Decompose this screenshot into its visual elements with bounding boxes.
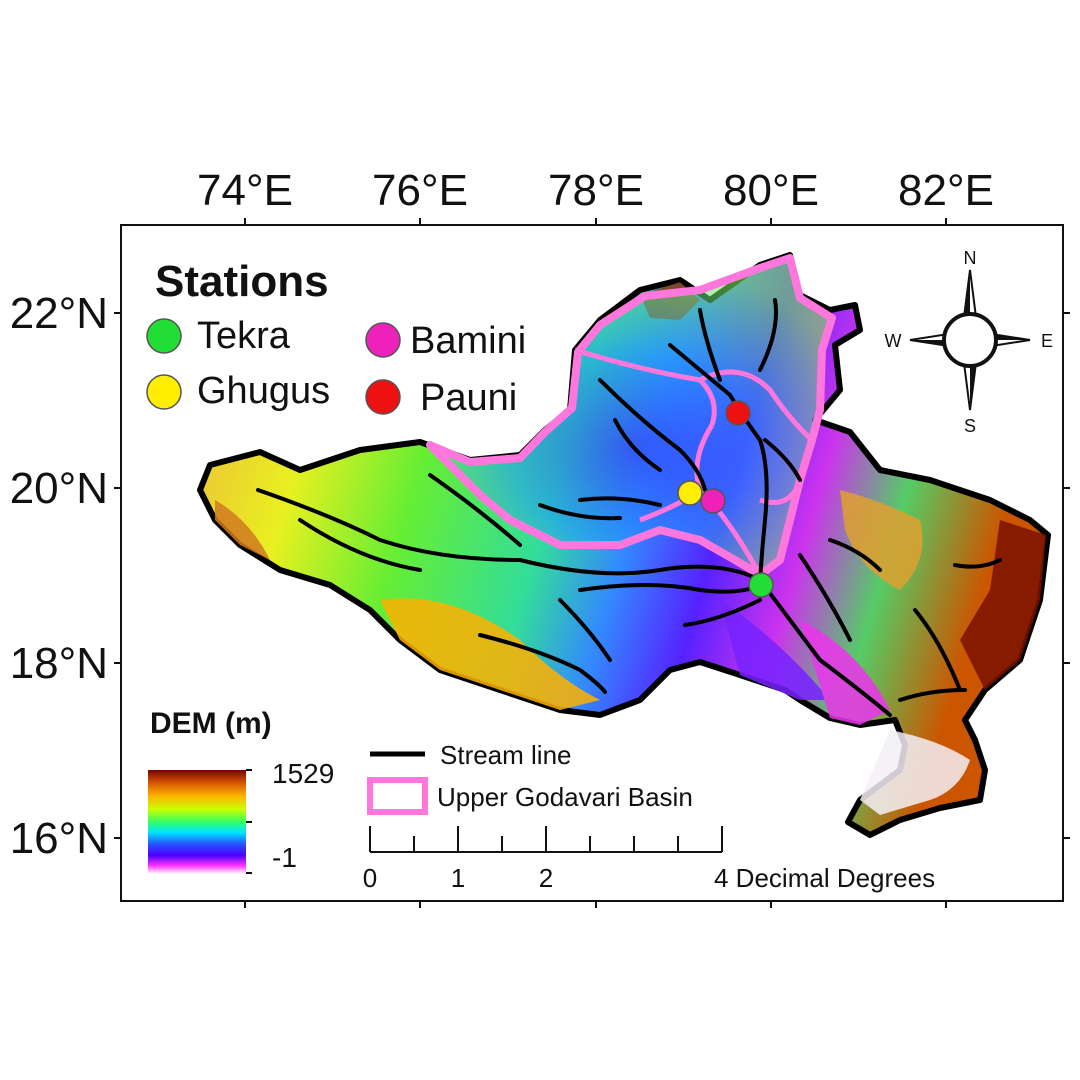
north-arrow-icon: N S W E xyxy=(885,248,1054,436)
station-tekra xyxy=(748,572,774,598)
dem-max-label: 1529 xyxy=(272,758,334,789)
legend-swatch-pauni xyxy=(365,379,401,415)
stations-legend-title: Stations xyxy=(155,257,329,306)
lon-tick-label: 74°E xyxy=(197,166,293,215)
stream-line-label: Stream line xyxy=(440,740,572,770)
lon-tick-label: 82°E xyxy=(898,166,994,215)
stations-legend: Stations Tekra Ghugus Bamini Pauni xyxy=(146,257,526,419)
legend-swatch-ghugus xyxy=(146,374,182,410)
basin-label: Upper Godavari Basin xyxy=(437,782,693,812)
lon-tick-label: 78°E xyxy=(548,166,644,215)
latitude-ticks: 22°N 20°N 18°N 16°N xyxy=(10,289,1070,863)
dem-legend: DEM (m) 1529 -1 xyxy=(148,707,334,874)
scale-label-end: 4 Decimal Degrees xyxy=(714,863,935,893)
stream-network xyxy=(256,298,1002,717)
legend-swatch-bamini xyxy=(365,322,401,358)
station-ghugus xyxy=(677,480,703,506)
layers-legend: Stream line Upper Godavari Basin xyxy=(367,740,693,815)
dem-color-ramp xyxy=(148,770,246,874)
scale-bar: 0 1 2 4 Decimal Degrees xyxy=(363,826,935,893)
legend-label-pauni: Pauni xyxy=(420,377,517,419)
lon-tick-label: 80°E xyxy=(723,166,819,215)
compass-west-label: W xyxy=(885,331,902,351)
lat-tick-label: 18°N xyxy=(10,639,108,688)
dem-min-label: -1 xyxy=(272,842,297,873)
lat-tick-label: 22°N xyxy=(10,289,108,338)
legend-label-tekra: Tekra xyxy=(197,315,291,357)
compass-east-label: E xyxy=(1041,331,1053,351)
compass-south-label: S xyxy=(964,416,976,436)
compass-north-label: N xyxy=(964,248,977,268)
lat-tick-label: 20°N xyxy=(10,464,108,513)
subbasin-boundaries xyxy=(574,347,814,577)
station-pauni xyxy=(725,400,751,426)
scale-label-2: 2 xyxy=(539,863,553,893)
upper-godavari-basin-outline xyxy=(426,254,836,579)
lat-tick-label: 16°N xyxy=(10,814,108,863)
lon-tick-label: 76°E xyxy=(372,166,468,215)
legend-label-bamini: Bamini xyxy=(410,320,526,362)
longitude-ticks: 74°E 76°E 78°E 80°E 82°E xyxy=(197,166,994,908)
legend-label-ghugus: Ghugus xyxy=(197,370,330,412)
legend-swatch-tekra xyxy=(146,318,182,354)
basin-swatch xyxy=(367,777,428,815)
station-bamini xyxy=(700,488,726,514)
scale-label-0: 0 xyxy=(363,863,377,893)
station-markers xyxy=(677,400,774,598)
dem-legend-title: DEM (m) xyxy=(150,707,272,740)
scale-label-1: 1 xyxy=(451,863,465,893)
